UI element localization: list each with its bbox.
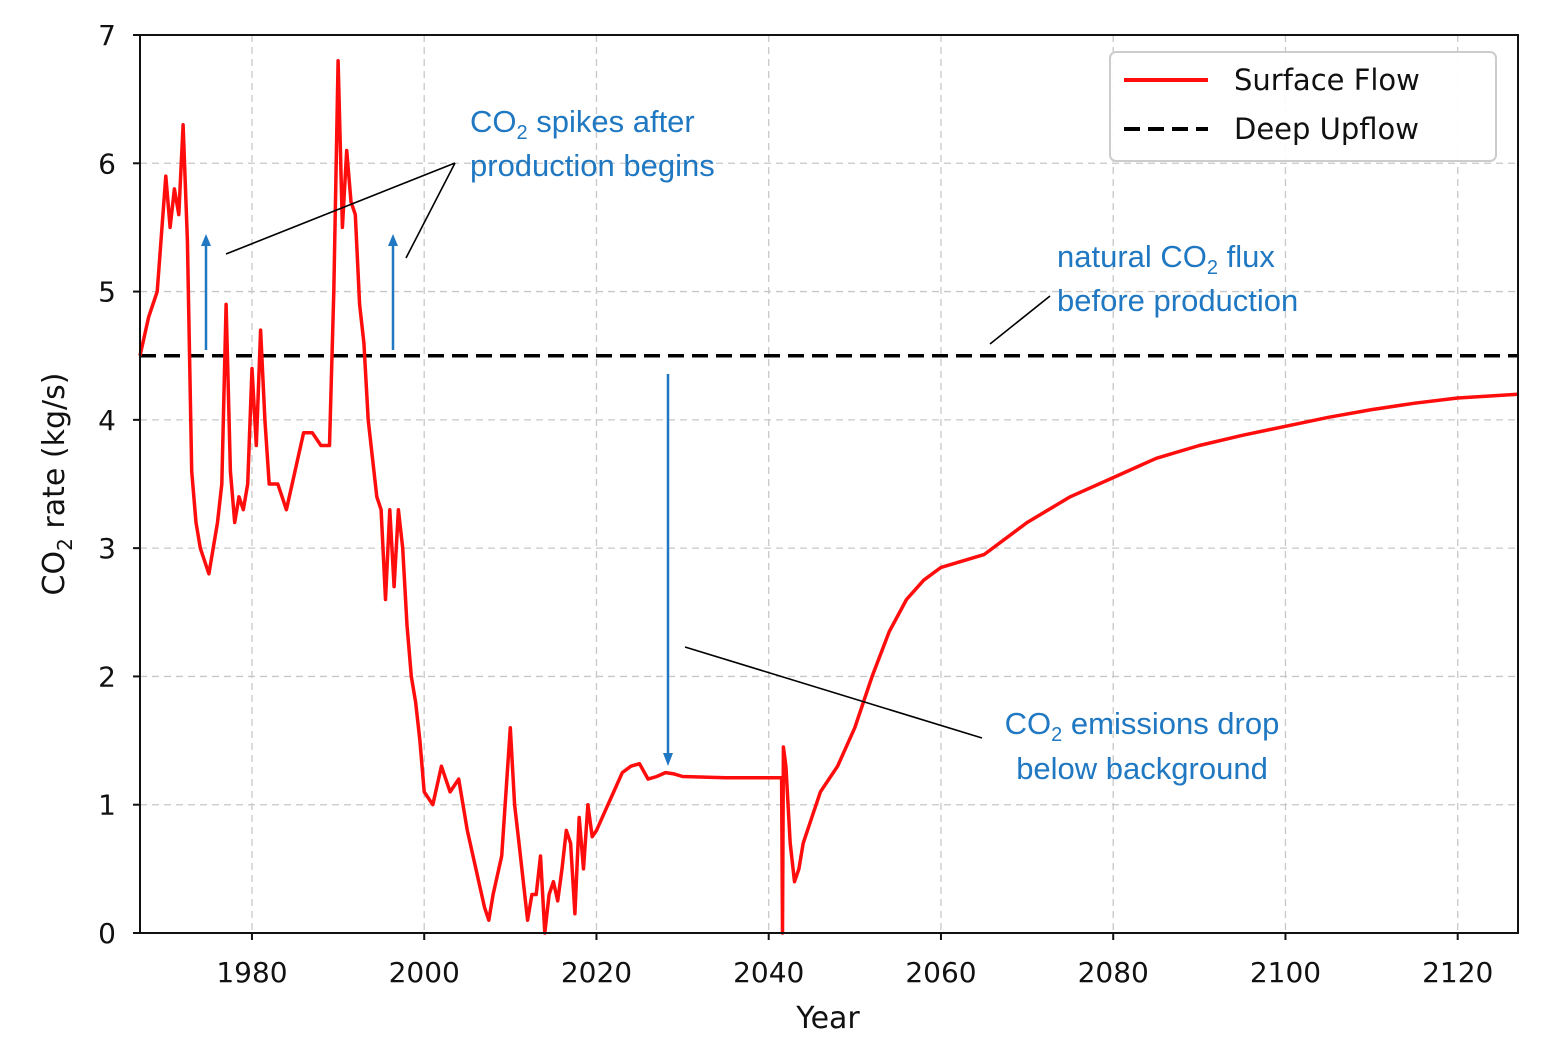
annotation-emissions-drop: CO2 emissions drop below background	[663, 374, 1279, 786]
annotation-natural-flux-line-2: before production	[1057, 283, 1298, 318]
y-axis-title-rest: rate (kg/s)	[37, 373, 72, 539]
annotation-spikes-line-2: production begins	[470, 148, 715, 183]
annot-drop-rest: emissions drop	[1062, 706, 1279, 741]
x-tick-label: 2000	[389, 956, 460, 989]
series-layer	[138, 58, 1519, 935]
leader-line-spikes-2	[405, 162, 456, 259]
y-tick-label: 3	[98, 532, 116, 565]
annot-spikes-co: CO	[470, 104, 517, 139]
annot-drop-sub: 2	[1051, 724, 1062, 746]
annot-drop-co: CO	[1005, 706, 1052, 741]
y-tick-label: 7	[98, 19, 116, 52]
series-line-surface-flow	[138, 58, 1519, 935]
plot-frame	[139, 34, 1519, 934]
y-tick-label: 4	[98, 404, 116, 437]
legend-label-surface-flow: Surface Flow	[1234, 63, 1420, 97]
x-axis-title: Year	[795, 1001, 860, 1036]
leader-line-spikes-1	[225, 162, 456, 255]
x-tick-label: 2120	[1422, 956, 1493, 989]
annotation-spikes: CO2 spikes after production begins	[201, 104, 715, 350]
annot-flux-co: natural CO	[1057, 239, 1207, 274]
annotation-natural-flux-line-1: natural CO2 flux	[1057, 239, 1275, 279]
y-tick-label: 6	[98, 147, 116, 180]
arrow-up-1-head	[201, 234, 211, 246]
y-axis-title-subscript: 2	[53, 538, 77, 551]
annot-spikes-rest: spikes after	[528, 104, 695, 139]
annot-flux-sub: 2	[1207, 257, 1218, 279]
y-tick-label: 1	[98, 789, 116, 822]
y-tick-label: 2	[98, 660, 116, 693]
annotation-emissions-drop-line-2: below background	[1016, 751, 1268, 786]
x-tick-label: 1980	[216, 956, 287, 989]
y-tick-label: 0	[98, 917, 116, 950]
annotation-spikes-line-1: CO2 spikes after	[470, 104, 695, 144]
leader-line-emissions-drop	[684, 646, 983, 739]
y-tick-label: 5	[98, 276, 116, 309]
annotation-emissions-drop-line-1: CO2 emissions drop	[1005, 706, 1280, 746]
legend-label-deep-upflow: Deep Upflow	[1234, 112, 1419, 146]
x-tick-label: 2100	[1250, 956, 1321, 989]
legend: Surface Flow Deep Upflow	[1109, 51, 1497, 162]
arrow-down-head	[663, 753, 673, 766]
tick-layer: 1980 2000 2020 2040 2060 2080 2100 2120 0 1 2 3 4 5 6 7	[98, 19, 1493, 989]
arrow-up-2-head	[388, 234, 398, 246]
y-axis-title-main: CO	[37, 551, 72, 596]
annot-spikes-sub: 2	[517, 122, 528, 144]
y-axis-title: CO2 rate (kg/s)	[37, 373, 77, 596]
annotation-natural-flux: natural CO2 flux before production	[989, 239, 1298, 345]
x-tick-label: 2020	[561, 956, 632, 989]
annot-flux-rest: flux	[1218, 239, 1275, 274]
leader-line-natural-flux	[989, 295, 1051, 345]
x-tick-label: 2040	[733, 956, 804, 989]
x-tick-label: 2080	[1078, 956, 1149, 989]
x-tick-label: 2060	[905, 956, 976, 989]
